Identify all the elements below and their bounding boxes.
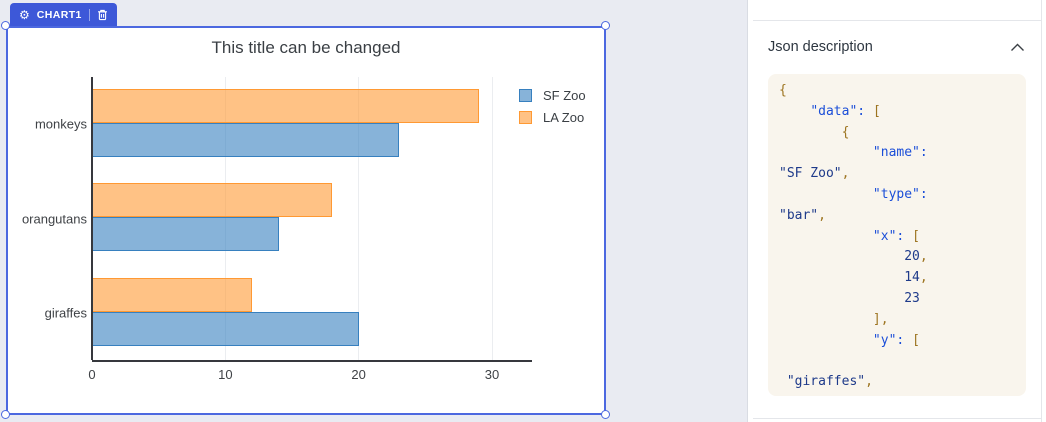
x-tick-label: 10	[218, 367, 233, 382]
legend-swatch	[519, 110, 532, 124]
y-category-label: monkeys	[34, 116, 87, 132]
y-axis-zeroline	[91, 77, 93, 360]
json-description-header[interactable]: Json description	[768, 36, 1027, 58]
chevron-up-icon[interactable]	[1008, 41, 1027, 54]
bar-sf-zoo-monkeys[interactable]	[92, 123, 399, 157]
x-tick-label: 20	[351, 367, 366, 382]
y-category-label: orangutans	[21, 211, 87, 226]
legend-item-sf-zoo[interactable]: SF Zoo	[519, 87, 586, 103]
x-axis-line	[92, 360, 532, 362]
settings-panel: Json description { "data": [ { "name": "…	[749, 0, 1046, 422]
editor-canvas: ⚙ CHART1 This title can be changed 0 10 20…	[0, 0, 748, 422]
resize-handle-bottom-right[interactable]	[601, 410, 610, 419]
bar-sf-zoo-orangutans[interactable]	[92, 217, 279, 252]
bar-la-zoo-orangutans[interactable]	[92, 183, 332, 218]
panel-divider	[753, 418, 1041, 419]
chart-badge-label: CHART1	[36, 8, 82, 21]
json-code-text: { "data": [ { "name": "SF Zoo", "type": …	[779, 83, 928, 390]
x-tick-label: 30	[484, 367, 500, 382]
legend-swatch	[519, 88, 532, 102]
plot-area: 0 10 20 30 monkeys orangutans giraffes	[22, 77, 532, 382]
gear-icon[interactable]: ⚙	[19, 7, 30, 22]
legend: SF Zoo LA Zoo	[519, 87, 586, 125]
bar-la-zoo-monkeys[interactable]	[92, 89, 479, 123]
bar-sf-zoo-giraffes[interactable]	[92, 311, 359, 346]
chart-selection-badge[interactable]: ⚙ CHART1	[10, 3, 117, 26]
resize-handle-top-right[interactable]	[601, 21, 610, 30]
chart-title: This title can be changed	[211, 38, 401, 57]
bar-la-zoo-giraffes[interactable]	[92, 277, 252, 312]
chart-container[interactable]: This title can be changed 0 10 20 30 monkeys…	[6, 26, 606, 415]
resize-handle-bottom-left[interactable]	[1, 410, 10, 419]
resize-handle-top-left[interactable]	[1, 21, 10, 30]
trash-icon[interactable]	[97, 9, 108, 21]
json-description-title: Json description	[768, 39, 873, 55]
y-category-label: giraffes	[44, 305, 87, 321]
legend-label: LA Zoo	[543, 109, 585, 125]
legend-item-la-zoo[interactable]: LA Zoo	[519, 109, 586, 125]
badge-divider	[88, 8, 90, 21]
gridline	[491, 77, 493, 360]
panel-divider	[753, 20, 1041, 21]
json-code-block[interactable]: { "data": [ { "name": "SF Zoo", "type": …	[768, 74, 1026, 396]
scrollbar-track	[1041, 0, 1042, 422]
gridline	[358, 77, 360, 360]
x-tick-label: 0	[88, 367, 96, 382]
legend-label: SF Zoo	[543, 87, 586, 103]
